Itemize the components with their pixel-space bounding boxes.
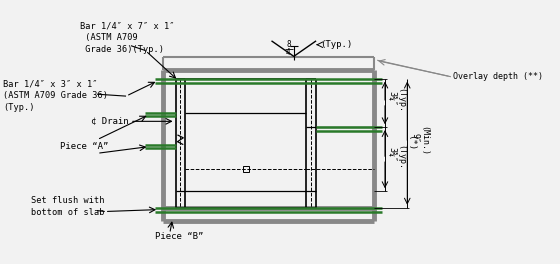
Text: Overlay depth (**): Overlay depth (**)	[453, 72, 543, 81]
Text: Set flush with
bottom of slab: Set flush with bottom of slab	[31, 196, 105, 217]
Text: 9″: 9″	[410, 133, 419, 143]
Text: Piece “B”: Piece “B”	[155, 232, 203, 241]
Text: (*): (*)	[407, 135, 416, 151]
Text: 4: 4	[286, 48, 291, 57]
Text: Bar 1/4″ x 7″ x 1″
 (ASTM A709
 Grade 36)(Typ.): Bar 1/4″ x 7″ x 1″ (ASTM A709 Grade 36)(…	[80, 21, 174, 54]
Text: (Typ.: (Typ.	[396, 88, 405, 114]
Text: 3¾″: 3¾″	[388, 147, 397, 162]
Text: (Typ.: (Typ.	[396, 145, 405, 170]
Text: 8: 8	[286, 40, 291, 49]
Text: ¢ Drain: ¢ Drain	[91, 117, 129, 126]
Text: (Typ.): (Typ.)	[320, 40, 352, 49]
Text: Bar 1/4″ x 3″ x 1″
(ASTM A709 Grade 36)
(Typ.): Bar 1/4″ x 3″ x 1″ (ASTM A709 Grade 36) …	[3, 80, 108, 112]
Text: Piece “A”: Piece “A”	[60, 142, 109, 151]
Bar	[243, 166, 249, 172]
Text: (Min.): (Min.)	[419, 126, 428, 156]
Text: 3¾″: 3¾″	[388, 91, 397, 106]
